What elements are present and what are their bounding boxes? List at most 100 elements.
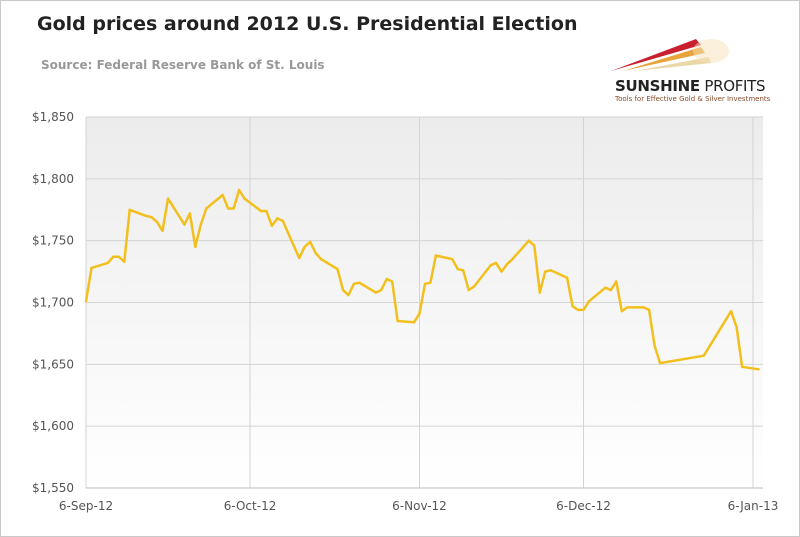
x-tick-label: 6-Jan-13 [728,499,779,513]
y-tick-label: $1,750 [32,234,74,248]
data-point [319,258,323,261]
x-tick-label: 6-Sep-12 [59,499,113,513]
data-point [352,282,356,286]
data-point [276,217,279,220]
data-point [544,270,547,273]
data-point [199,223,203,226]
data-point [298,256,301,260]
data-point [429,281,432,284]
data-point [576,308,580,312]
data-point [265,209,268,213]
data-point [380,288,383,292]
data-point [571,305,574,308]
data-point [538,291,541,294]
data-point [565,276,569,279]
data-point [582,308,585,312]
data-point [336,267,339,271]
data-point [412,321,416,324]
data-point [489,264,492,267]
data-point [155,220,159,224]
data-point [188,212,192,215]
data-point [128,208,131,211]
data-point [385,277,388,281]
data-point [757,368,760,371]
chart-title: Gold prices around 2012 U.S. Presidentia… [37,13,578,35]
x-tick-label: 6-Nov-12 [392,499,447,513]
data-point [527,239,531,242]
data-point [90,266,93,270]
data-point [462,269,465,272]
data-point [505,262,509,266]
data-point [626,306,629,309]
y-tick-label: $1,800 [32,172,74,186]
data-point [112,255,115,258]
data-point [396,319,399,323]
data-point [161,229,164,232]
data-point [281,219,285,223]
data-point [451,258,454,261]
data-point [308,240,312,244]
logo-name: SUNSHINE PROFITS [615,77,766,95]
data-point [729,309,733,313]
data-point [647,308,651,312]
data-point [511,258,514,261]
y-tick-label: $1,650 [32,357,74,371]
data-point [702,354,705,357]
data-point [270,224,274,228]
data-point [341,288,345,292]
data-point [237,188,241,192]
data-point [374,291,377,294]
data-point [84,300,88,303]
data-point [226,207,230,210]
data-point [243,197,246,200]
data-point [123,260,126,263]
data-point [117,255,121,258]
y-tick-label: $1,550 [32,481,74,495]
data-point [423,282,427,286]
data-point [183,223,186,226]
data-point [620,309,623,313]
data-point [494,261,498,265]
data-point [472,285,476,288]
y-tick-label: $1,700 [32,296,74,310]
data-point [658,361,662,365]
data-point [303,245,306,249]
data-point [106,261,110,265]
data-point [314,251,317,255]
data-point [358,281,361,284]
data-point [604,286,607,289]
chart-subtitle: Source: Federal Reserve Bank of St. Loui… [41,58,325,72]
data-point [615,280,618,283]
data-point [418,312,421,315]
data-point [390,280,394,283]
sunshine-profits-logo [611,39,729,71]
data-point [467,288,470,292]
data-point [144,214,148,218]
x-tick-label: 6-Oct-12 [224,499,277,513]
data-point [500,270,503,273]
data-point [642,306,645,309]
logo-tagline: Tools for Effective Gold & Silver Invest… [615,95,771,103]
y-tick-label: $1,600 [32,419,74,433]
data-point [166,197,170,200]
data-point [434,254,438,257]
data-point [456,267,459,271]
data-point [740,365,744,369]
data-point [221,193,224,197]
y-tick-label: $1,850 [32,110,74,124]
data-point [549,269,552,272]
data-point [259,209,263,213]
data-point [587,300,591,303]
data-point [653,344,656,347]
data-point [735,326,738,329]
data-point [232,207,235,210]
data-point [205,207,208,210]
data-point [347,293,350,297]
data-point [150,215,153,219]
data-point [533,244,536,247]
data-point [609,288,613,292]
x-tick-label: 6-Dec-12 [556,499,611,513]
data-point [194,245,197,249]
